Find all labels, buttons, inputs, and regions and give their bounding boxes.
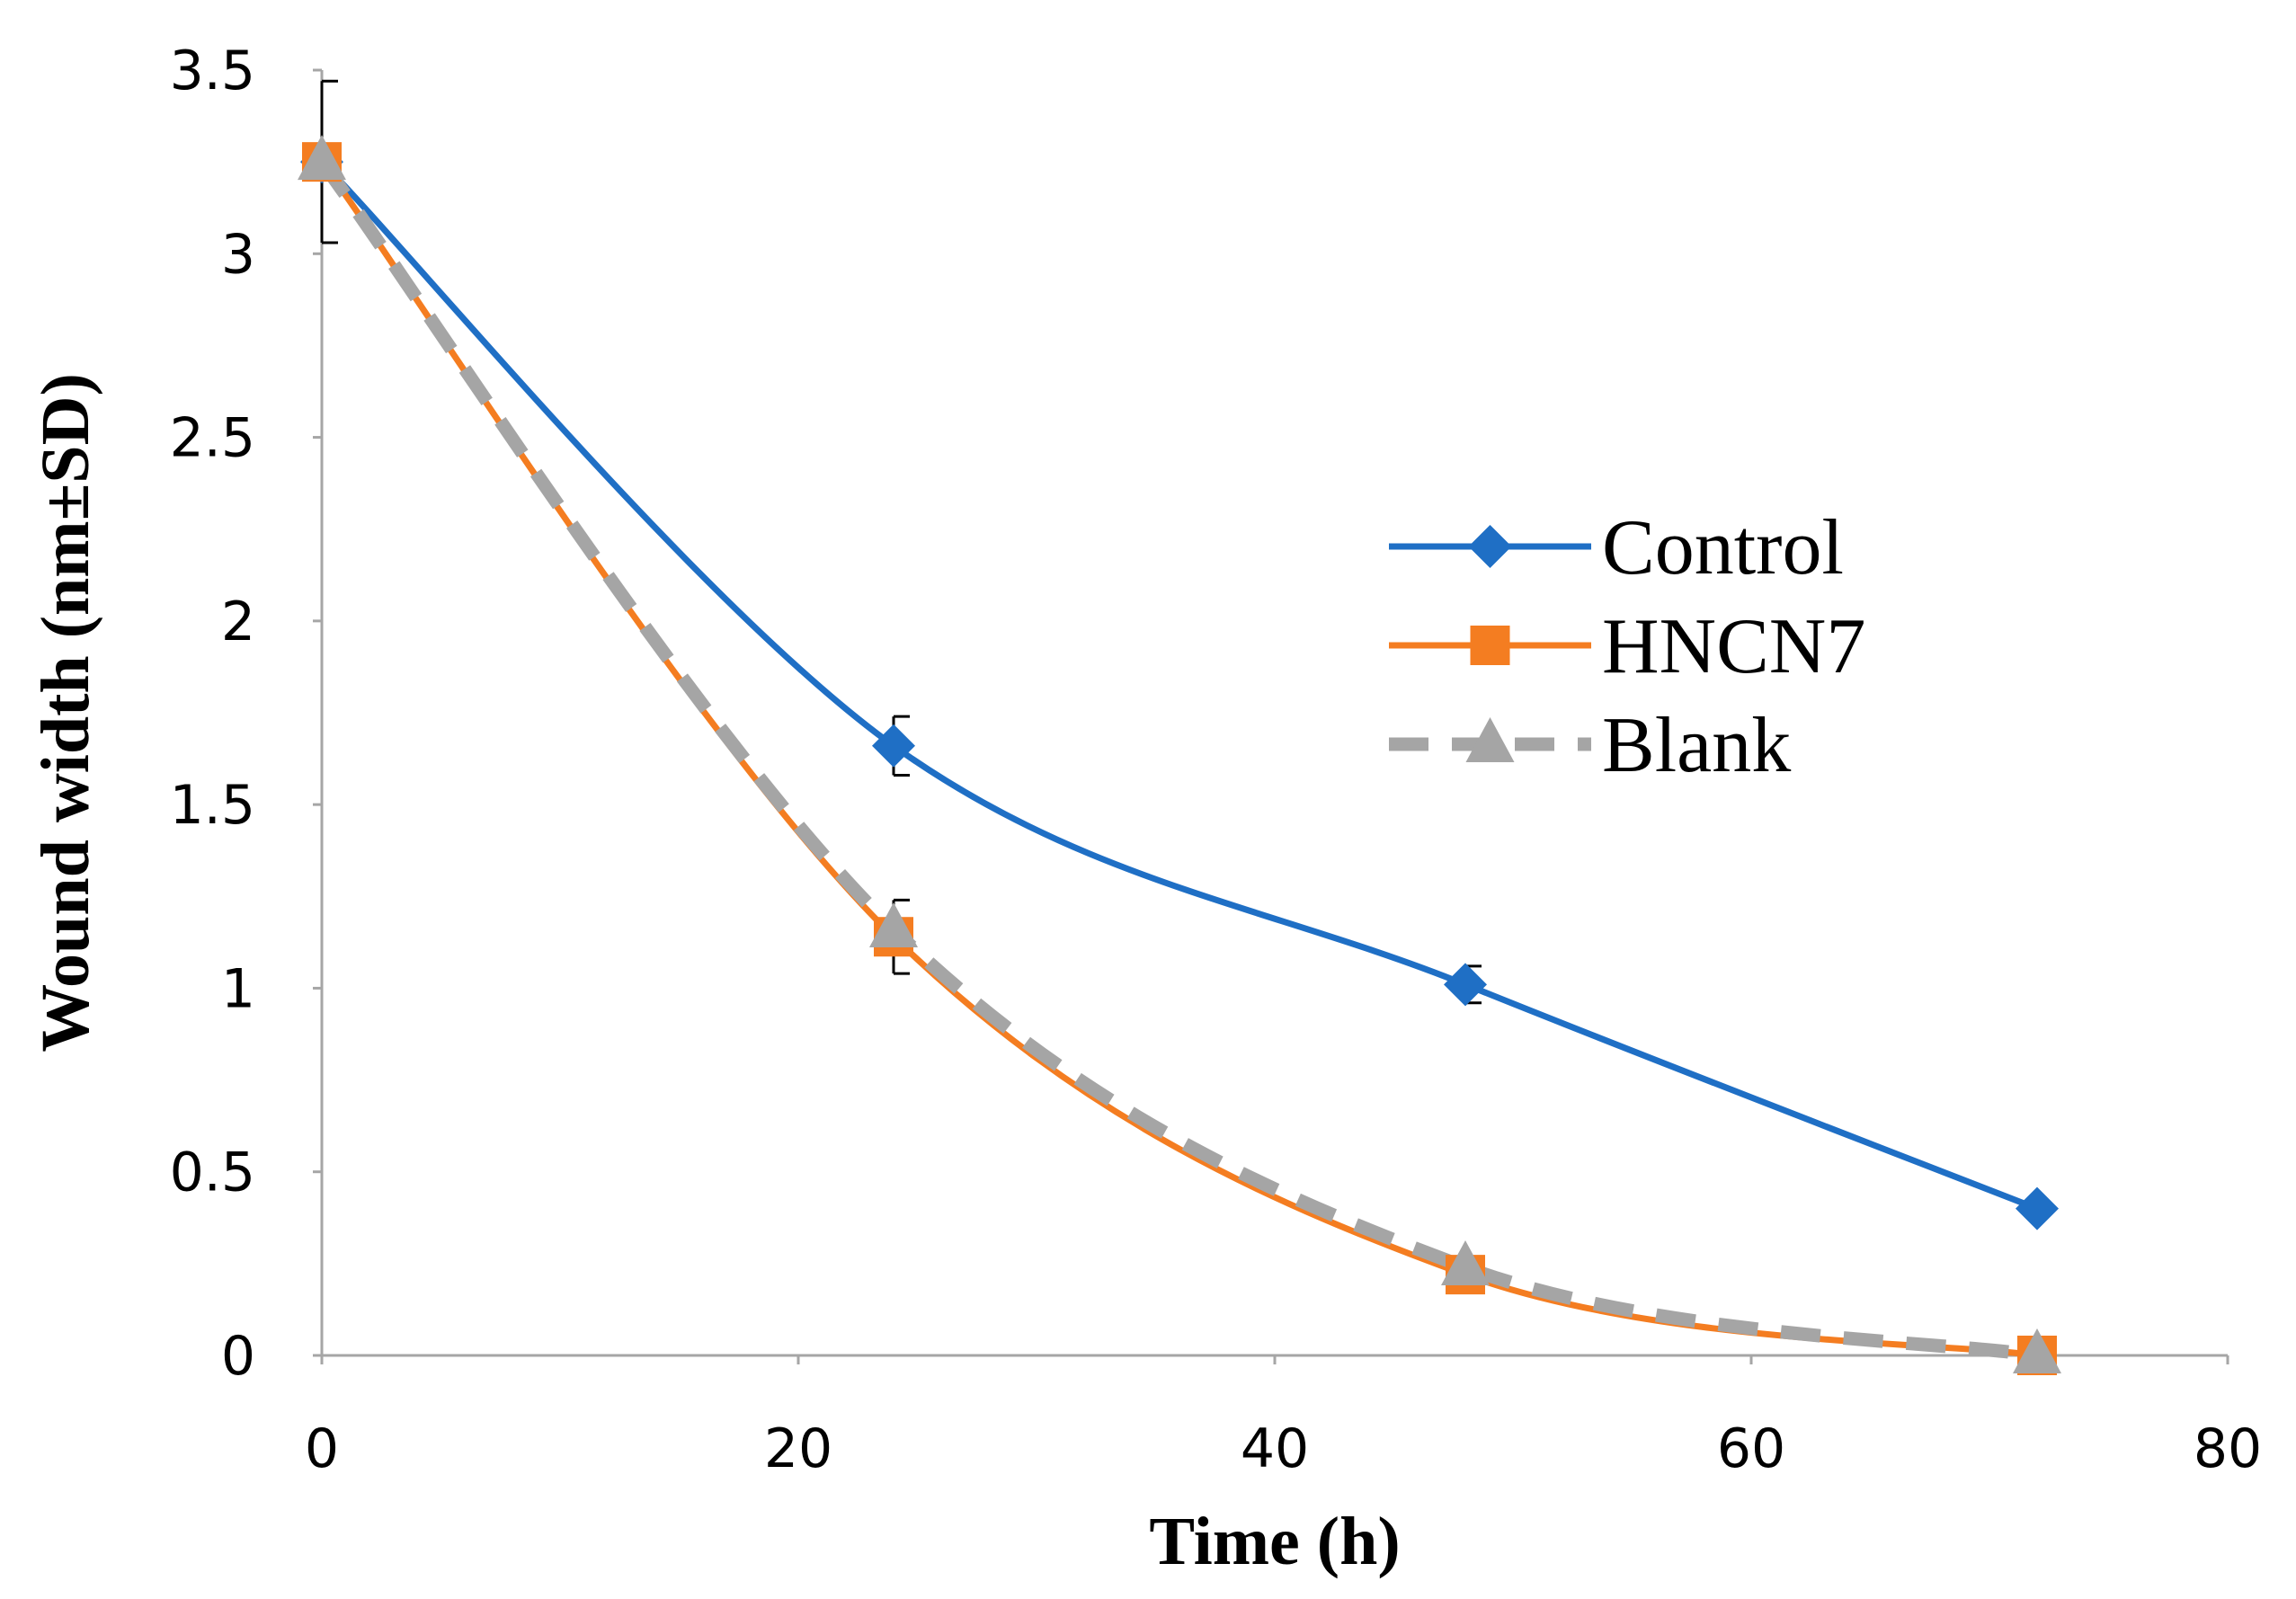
error-bars [320, 79, 1482, 1005]
blank-series-line [316, 157, 2039, 1363]
legend-swatch-marker [1465, 717, 1515, 762]
series-layer [316, 157, 2039, 1363]
control-data-point [872, 724, 915, 768]
legend-swatch-marker [1468, 525, 1512, 568]
legend-item-hncn7: HNCN7 [1389, 603, 1865, 690]
legend-item-control: Control [1389, 504, 1844, 591]
x-axis-title: Time (h) [1149, 1504, 1400, 1579]
control-data-point [2016, 1186, 2059, 1230]
y-tick-label: 2 [221, 591, 255, 653]
y-tick-label: 3.5 [170, 40, 255, 102]
legend-label: Blank [1602, 702, 1791, 789]
legend-item-blank: Blank [1389, 702, 1791, 789]
x-tick-label: 40 [1241, 1417, 1309, 1480]
blank-data-point [2013, 1328, 2061, 1373]
axes [320, 70, 2228, 1357]
y-tick-label: 0 [221, 1325, 255, 1388]
legend-label: Control [1602, 504, 1844, 591]
x-tick-label: 80 [2194, 1417, 2262, 1480]
blank-data-point [298, 135, 346, 181]
legend-label: HNCN7 [1602, 603, 1865, 690]
blank-data-point [869, 902, 918, 948]
y-tick-label: 2.5 [170, 407, 255, 470]
y-tick-label: 1 [221, 957, 255, 1020]
blank-data-point [1441, 1239, 1490, 1285]
x-tick-labels: 0 20 40 60 80 [305, 1355, 2262, 1480]
y-tick-labels: 0 0.5 1 1.5 2 2.5 3 3.5 [170, 40, 322, 1388]
control-data-point [1444, 963, 1487, 1007]
x-tick-label: 60 [1717, 1417, 1785, 1480]
x-tick-label: 0 [305, 1417, 339, 1480]
x-tick-label: 20 [764, 1417, 832, 1480]
y-axis-title: Wound width (nm±SD) [28, 373, 103, 1053]
legend-swatch-marker [1470, 626, 1510, 665]
y-tick-label: 0.5 [170, 1142, 255, 1204]
y-tick-label: 3 [221, 223, 255, 286]
y-tick-label: 1.5 [170, 774, 255, 837]
control-series-line [319, 159, 2039, 1212]
legend: Control HNCN7 Blank [1389, 504, 1865, 789]
data-markers [298, 135, 2061, 1375]
